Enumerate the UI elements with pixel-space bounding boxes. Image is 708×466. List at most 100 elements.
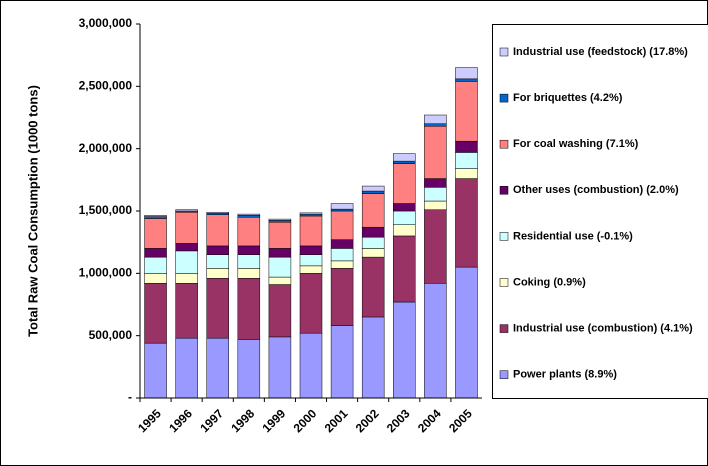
bar-segment (455, 67, 478, 80)
bar-segment (424, 200, 447, 211)
bar-segment (361, 190, 385, 194)
bar-segment (144, 216, 167, 219)
bar-segment (268, 336, 292, 399)
bar-segment (361, 185, 385, 192)
bar-segment (237, 278, 261, 340)
legend-label: Residential use (-0.1%) (513, 230, 633, 242)
bar-segment (237, 215, 261, 218)
bar-segment (424, 209, 447, 284)
y-tick-label: 3,000,000 (79, 16, 133, 30)
legend-box (492, 24, 708, 399)
bar-segment (237, 268, 261, 279)
bar-segment (237, 339, 261, 399)
bar-segment (268, 248, 292, 258)
bar-segment (144, 218, 167, 249)
legend-swatch (499, 93, 509, 103)
bar-segment (299, 265, 323, 274)
bar-segment (361, 226, 385, 238)
legend-label: Industrial use (feedstock) (17.8%) (513, 46, 688, 58)
y-tick-label: 500,000 (89, 328, 133, 342)
bar-segment (175, 211, 198, 244)
bar-segment (393, 153, 416, 162)
bar-segment (455, 140, 478, 153)
bar-segment (237, 254, 261, 269)
bar-segment (330, 260, 354, 269)
bar-segment (237, 245, 261, 255)
bar-segment (175, 250, 198, 274)
bar-segment (299, 273, 323, 334)
legend-label: For coal washing (7.1%) (513, 138, 639, 150)
y-tick-label: 1,500,000 (79, 203, 133, 217)
legend-swatch (499, 324, 509, 333)
bar-segment (144, 256, 167, 274)
bar-segment (175, 337, 198, 399)
y-tick-label: - (128, 390, 132, 404)
bar-segment (455, 78, 478, 82)
y-axis-title: Total Raw Coal Consumption (1000 tons) (25, 85, 40, 337)
bar-segment (268, 220, 292, 223)
bar-segment (393, 210, 416, 225)
bar-segment (299, 213, 323, 217)
bar-segment (299, 245, 323, 255)
bar-segment (268, 218, 292, 221)
legend-label: Coking (0.9%) (513, 276, 586, 288)
bar-segment (393, 160, 416, 164)
bar-segment (299, 332, 323, 399)
bar-segment (299, 215, 323, 247)
bar-segment (175, 283, 198, 339)
bar-segment (424, 187, 447, 202)
legend-label: Other uses (combustion) (2.0%) (513, 184, 679, 196)
legend-swatch (499, 278, 509, 287)
legend-label: For briquettes (4.2%) (513, 92, 623, 104)
bar-segment (455, 266, 478, 399)
bar-segment (361, 248, 385, 258)
bar-segment (393, 301, 416, 399)
y-tick-label: 2,000,000 (79, 141, 133, 155)
bar-segment (393, 163, 416, 204)
bar-segment (299, 212, 323, 215)
bar-segment (393, 224, 416, 237)
legend-swatch (499, 47, 509, 57)
bar-segment (361, 316, 385, 399)
bar-segment (175, 209, 198, 212)
bar-segment (330, 239, 354, 249)
bar-segment (206, 211, 229, 214)
bar-segment (424, 283, 447, 399)
bar-segment (206, 337, 229, 399)
bar-segment (268, 284, 292, 338)
bar-segment (144, 342, 167, 399)
bar-segment (424, 123, 447, 127)
legend-label: Industrial use (combustion) (4.1%) (513, 323, 693, 335)
bar-segment (144, 273, 167, 284)
bar-segment (424, 114, 447, 124)
bar-segment (361, 256, 385, 318)
y-tick-label: 2,500,000 (79, 79, 133, 93)
bar-segment (455, 168, 478, 179)
y-tick-label: 1,000,000 (79, 266, 133, 280)
bar-segment (330, 325, 354, 399)
bar-segment (144, 248, 167, 258)
legend-swatch (499, 232, 509, 241)
bar-segment (424, 125, 447, 179)
bar-segment (144, 283, 167, 344)
bar-segment (455, 178, 478, 268)
bar-segment (330, 208, 354, 212)
bar-segment (361, 193, 385, 228)
bar-segment (330, 248, 354, 262)
bar-segment (206, 214, 229, 247)
legend-label: Power plants (8.9%) (513, 369, 617, 381)
bar-segment (424, 178, 447, 188)
bar-segment (144, 215, 167, 217)
bar-segment (237, 216, 261, 247)
legend-swatch (499, 370, 509, 379)
bar-segment (455, 152, 478, 169)
bar-segment (455, 81, 478, 142)
bar-segment (361, 236, 385, 249)
bar-segment (299, 254, 323, 267)
legend-swatch (499, 139, 509, 149)
bar-segment (206, 268, 229, 279)
bar-segment (237, 213, 261, 216)
bar-segment (393, 235, 416, 303)
bar-segment (206, 254, 229, 269)
